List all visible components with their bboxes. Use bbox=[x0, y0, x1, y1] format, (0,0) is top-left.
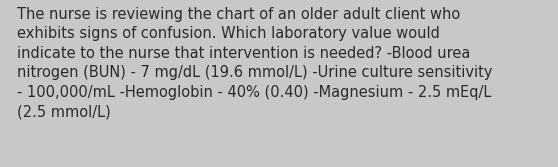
Text: The nurse is reviewing the chart of an older adult client who
exhibits signs of : The nurse is reviewing the chart of an o… bbox=[17, 7, 492, 119]
